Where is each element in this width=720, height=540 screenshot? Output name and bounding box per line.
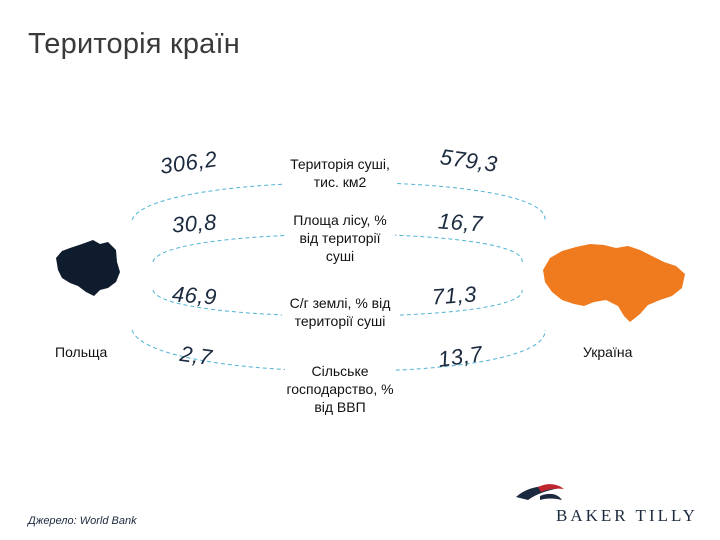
ukraine-map-icon bbox=[543, 244, 685, 322]
country-label-poland: Польща bbox=[55, 344, 108, 360]
country-label-ukraine: Україна bbox=[583, 344, 633, 360]
poland-value-agri-gdp: 2,7 bbox=[178, 340, 214, 371]
metric-label-agri-gdp: Сільське господарство, % від ВВП bbox=[285, 362, 395, 416]
metric-label-forest-area: Площа лісу, % від території суші bbox=[285, 211, 395, 265]
source-note: Джерело: World Bank bbox=[28, 515, 137, 527]
connector-arc-2 bbox=[152, 233, 523, 263]
poland-value-agri-land: 46,9 bbox=[171, 281, 218, 310]
ukraine-value-forest-area: 16,7 bbox=[437, 208, 484, 237]
logo-wordmark: BAKER TILLY bbox=[556, 506, 698, 525]
baker-tilly-logo-icon bbox=[516, 484, 564, 500]
slide-title: Територія країн bbox=[28, 28, 240, 60]
poland-map-icon bbox=[56, 240, 120, 296]
connector-arc-3 bbox=[152, 289, 523, 317]
metric-label-agri-land: С/г землі, % від території суші bbox=[282, 294, 398, 330]
metric-label-land-area: Територія суші, тис. км2 bbox=[285, 155, 395, 191]
ukraine-value-agri-land: 71,3 bbox=[431, 281, 478, 310]
poland-value-forest-area: 30,8 bbox=[171, 209, 218, 238]
